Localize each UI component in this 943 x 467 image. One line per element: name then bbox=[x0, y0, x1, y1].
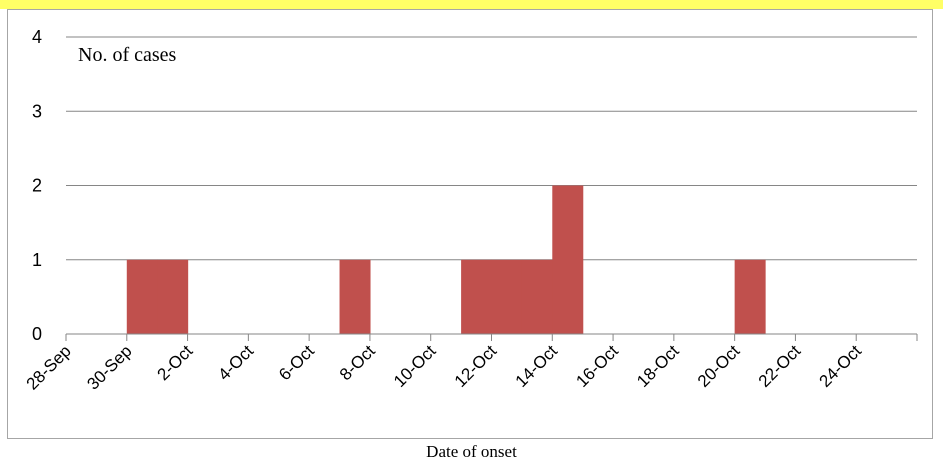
x-tick-label-14-Oct: 14-Oct bbox=[512, 341, 562, 391]
y-tick-label-1: 1 bbox=[32, 250, 42, 270]
top-band bbox=[0, 0, 943, 9]
y-tick-label-0: 0 bbox=[32, 324, 42, 344]
x-tick-label-30-Sep: 30-Sep bbox=[83, 341, 135, 393]
y-axis-label: No. of cases bbox=[78, 44, 177, 66]
x-tick-label-16-Oct: 16-Oct bbox=[572, 341, 622, 391]
bar-11-Oct bbox=[461, 259, 493, 334]
bar-12-Oct bbox=[491, 259, 523, 334]
axes bbox=[65, 333, 918, 341]
bar-30-Sep bbox=[126, 259, 158, 334]
x-tick-label-10-Oct: 10-Oct bbox=[390, 341, 440, 391]
bar-1-Oct bbox=[157, 259, 189, 334]
x-tick-label-12-Oct: 12-Oct bbox=[451, 341, 501, 391]
x-tick-label-22-Oct: 22-Oct bbox=[755, 341, 805, 391]
bar-7-Oct bbox=[339, 259, 371, 334]
x-tick-label-20-Oct: 20-Oct bbox=[694, 341, 744, 391]
x-tick-label-4-Oct: 4-Oct bbox=[214, 341, 257, 384]
bar-14-Oct bbox=[552, 185, 584, 334]
x-tick-label-2-Oct: 2-Oct bbox=[154, 341, 197, 384]
y-tick-label-2: 2 bbox=[32, 176, 42, 196]
y-tick-labels: 0 1 2 3 4 bbox=[32, 27, 42, 344]
x-tick-label-28-Sep: 28-Sep bbox=[23, 341, 75, 393]
y-tick-label-3: 3 bbox=[32, 101, 42, 121]
x-axis-title: Date of onset bbox=[426, 442, 517, 461]
y-tick-label-4: 4 bbox=[32, 27, 42, 47]
x-tick-label-18-Oct: 18-Oct bbox=[633, 341, 683, 391]
gridlines bbox=[66, 36, 917, 261]
x-tick-labels: 28-Sep 30-Sep 2-Oct 4-Oct 6-Oct 8-Oct 10-Oct 12… bbox=[23, 341, 866, 393]
x-tick-label-6-Oct: 6-Oct bbox=[275, 341, 318, 384]
x-tick-label-8-Oct: 8-Oct bbox=[336, 341, 379, 384]
chart-frame bbox=[7, 9, 933, 439]
x-tick-label-24-Oct: 24-Oct bbox=[816, 341, 866, 391]
bar-20-Oct bbox=[734, 259, 766, 334]
bar-13-Oct bbox=[521, 259, 553, 334]
bars bbox=[126, 185, 766, 334]
